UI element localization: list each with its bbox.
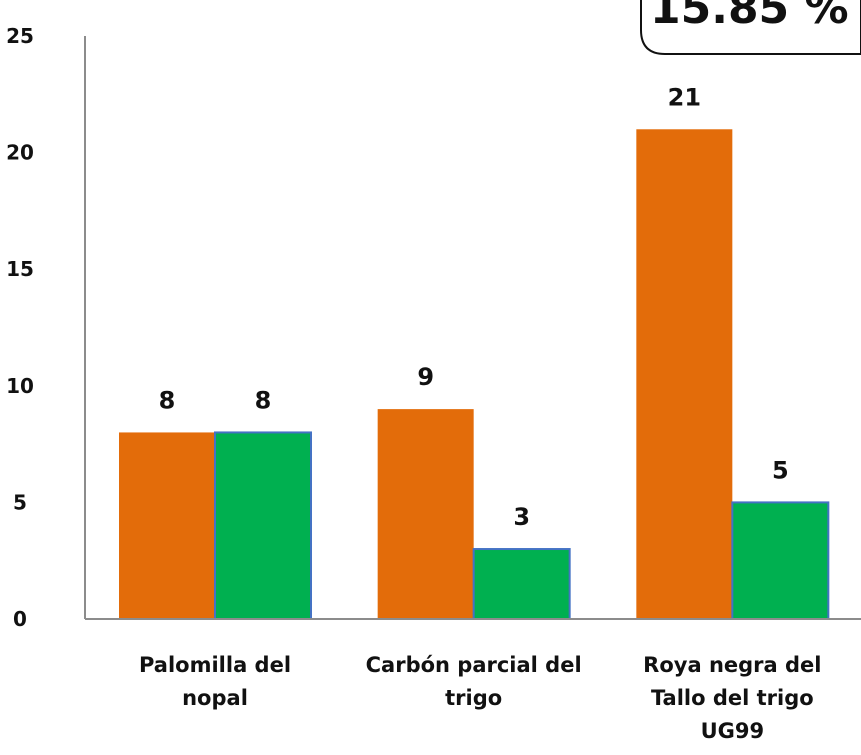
- data-label: 5: [772, 456, 789, 484]
- x-tick-label: Palomilla del nopal: [139, 653, 291, 710]
- y-tick-label: 20: [6, 141, 34, 165]
- bar-group: [119, 129, 830, 620]
- bar: [214, 431, 312, 620]
- percentage-callout: 15.85 %: [640, 0, 861, 55]
- bar: [731, 501, 830, 620]
- x-tick-label: Carbón parcial del trigo: [366, 653, 582, 710]
- data-labels: 8 8 9 3 21 5: [159, 83, 789, 531]
- bar: [472, 548, 571, 620]
- data-label: 21: [668, 83, 701, 111]
- x-tick-label: Roya negra del Tallo del trigo UG99: [643, 653, 821, 743]
- callout-text: 15.85 %: [650, 0, 849, 34]
- callout-box: [640, 0, 861, 55]
- bar: [636, 129, 733, 619]
- x-axis: Palomilla del nopal Carbón parcial del trig…: [85, 618, 861, 743]
- y-tick-label: 10: [6, 374, 34, 398]
- y-tick-label: 0: [13, 607, 27, 631]
- y-axis: 0 5 10 15 20 25: [6, 24, 86, 631]
- bar: [119, 432, 215, 619]
- y-tick-label: 5: [13, 490, 27, 514]
- data-label: 3: [513, 503, 530, 531]
- data-label: 8: [255, 386, 272, 414]
- data-label: 9: [417, 363, 434, 391]
- bar: [377, 409, 474, 619]
- y-tick-label: 25: [6, 24, 34, 48]
- y-tick-label: 15: [6, 257, 34, 281]
- data-label: 8: [159, 386, 176, 414]
